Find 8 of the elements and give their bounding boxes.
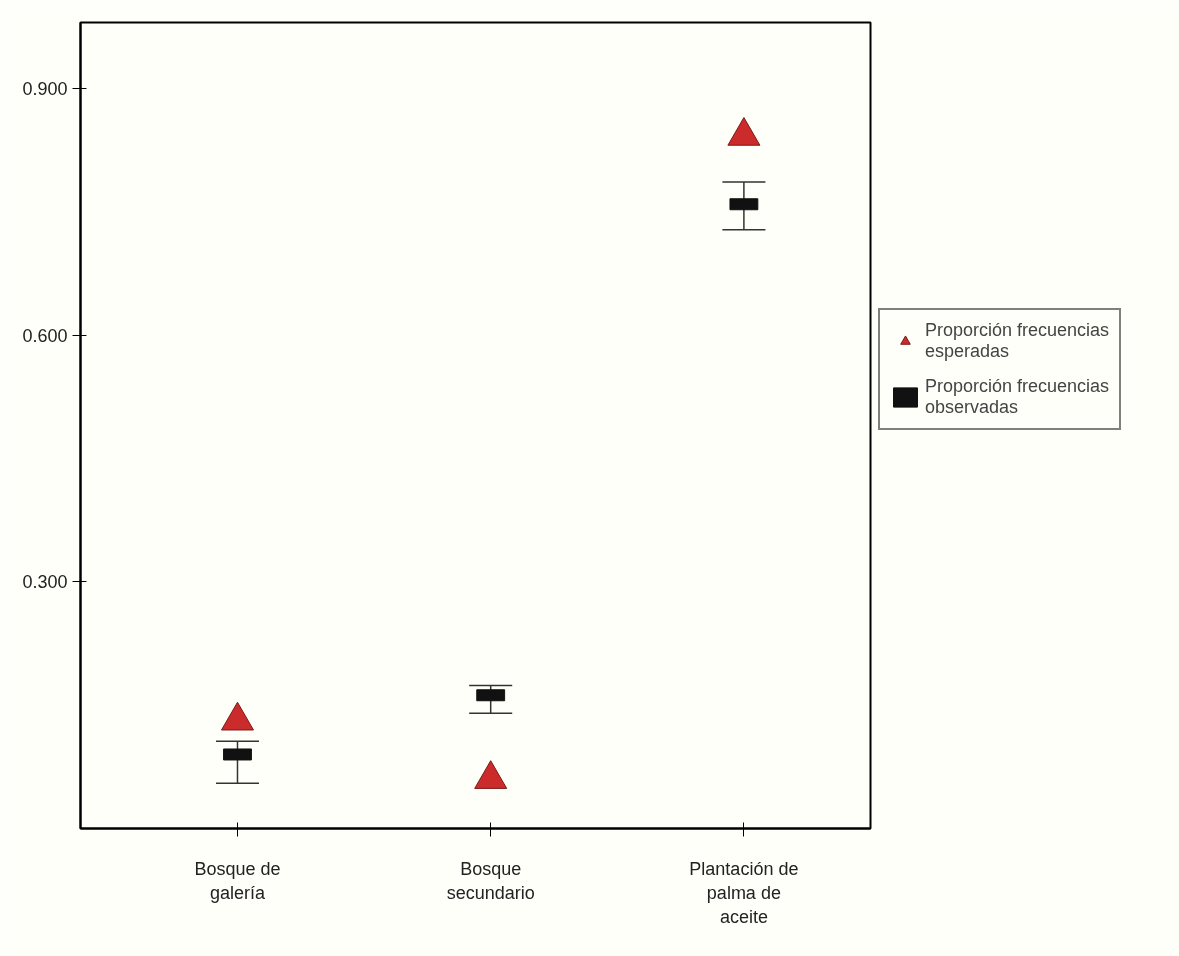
legend-label: Proporción frecuencias observadas — [925, 376, 1110, 418]
y-tick-label: 0.900 — [22, 78, 68, 99]
x-tick-label: Bosque secundario — [446, 858, 535, 903]
y-tick-label: 0.300 — [22, 572, 68, 593]
legend-label: Proporción frecuencias esperadas — [925, 320, 1110, 362]
y-tick-label: 0.600 — [22, 325, 68, 346]
x-tick-label: Bosque de galería — [194, 858, 281, 903]
x-tick-label: Plantación de palma de aceite — [689, 858, 799, 927]
